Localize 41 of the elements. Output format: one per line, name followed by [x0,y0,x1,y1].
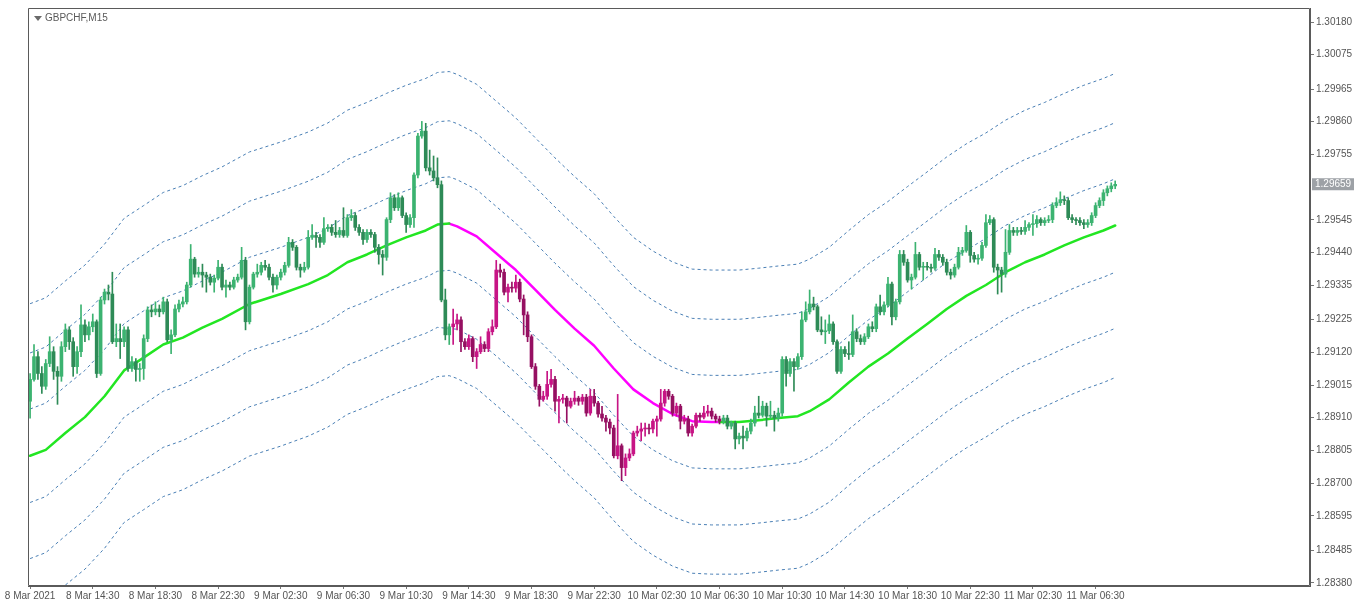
x-tick-label: 11 Mar 02:30 [1003,589,1063,601]
y-tick-label: 1.30180 [1316,15,1353,27]
y-tick-label: 1.28805 [1316,444,1353,456]
x-tick-label: 11 Mar 06:30 [1066,589,1126,601]
y-tick-label: 1.29965 [1316,82,1353,94]
line-series [29,269,1116,503]
y-tick-label: 1.28485 [1316,543,1353,555]
text: 1.29659 [1315,178,1352,190]
y-tick-label: 1.29335 [1316,279,1353,291]
x-tick-label: 9 Mar 18:30 [504,589,559,601]
y-tick-label: 1.28380 [1316,576,1353,588]
x-tick-label: 10 Mar 22:30 [940,589,1001,601]
y-tick-label: 1.28700 [1316,476,1353,488]
y-tick-label: 1.29545 [1316,213,1353,225]
chart-title: GBPCHF,M15 [45,11,109,23]
line-series [29,120,1116,354]
x-tick-label: 8 Mar 22:30 [191,589,246,601]
x-tick-label: 10 Mar 14:30 [815,589,875,601]
y-tick-label: 1.29440 [1316,246,1353,258]
y-tick-label: 1.29755 [1316,148,1353,160]
x-tick-label: 9 Mar 06:30 [316,589,371,601]
y-tick-label: 1.28910 [1316,411,1353,423]
x-tick-label: 10 Mar 02:30 [627,589,687,601]
x-tick-label: 10 Mar 10:30 [752,589,813,601]
y-tick-label: 1.30075 [1316,48,1353,60]
x-tick-label: 9 Mar 14:30 [442,589,496,601]
y-tick-label: 1.29225 [1316,313,1353,325]
x-tick-label: 9 Mar 02:30 [254,589,308,601]
x-tick-label: 8 Mar 2021 [4,589,56,601]
x-tick-label: 10 Mar 06:30 [690,589,750,601]
y-tick-label: 1.29120 [1316,346,1353,358]
y-tick-label: 1.29015 [1316,378,1353,390]
x-tick-label: 9 Mar 22:30 [567,589,622,601]
x-tick-label: 10 Mar 18:30 [878,589,938,601]
x-tick-label: 9 Mar 10:30 [379,589,434,601]
line-series [64,375,1116,586]
x-tick-label: 8 Mar 14:30 [66,589,120,601]
line-series [29,71,1116,305]
y-tick-label: 1.28595 [1316,509,1353,521]
x-tick-label: 8 Mar 18:30 [128,589,183,601]
y-tick-label: 1.29860 [1316,115,1353,127]
